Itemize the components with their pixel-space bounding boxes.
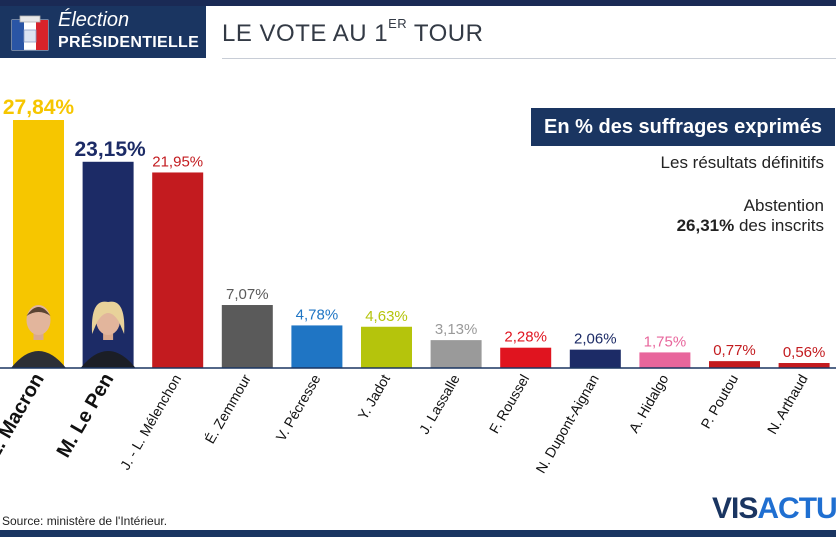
abstention-suffix: des inscrits	[734, 216, 824, 235]
value-label-4: 4,78%	[296, 306, 339, 323]
category-label-0: E. Macron	[0, 370, 49, 464]
value-label-3: 7,07%	[226, 286, 269, 303]
top-border	[0, 0, 836, 6]
title-sup: ER	[388, 16, 408, 31]
bar-11	[778, 363, 830, 368]
category-label-11: N. Arthaud	[764, 372, 811, 437]
bar-4	[291, 325, 343, 368]
abstention-block: Abstention 26,31% des inscrits	[677, 196, 824, 236]
category-label-1: M. Le Pen	[53, 370, 119, 462]
value-label-0: 27,84%	[3, 96, 75, 119]
bar-10	[709, 361, 760, 368]
subtitle: Les résultats définitifs	[660, 153, 824, 172]
bar-7	[500, 347, 552, 368]
badge-line1: Élection	[58, 9, 130, 31]
category-label-5: Y. Jadot	[354, 371, 393, 422]
visactu-logo: VISACTU	[712, 490, 836, 526]
election-badge: Élection PRÉSIDENTIELLE	[0, 6, 206, 58]
category-label-4: V. Pécresse	[273, 371, 324, 443]
category-label-3: É. Zemmour	[202, 371, 255, 446]
candidate-portrait-1	[80, 301, 136, 368]
logo-part-b: ACTU	[757, 492, 836, 525]
category-label-9: A. Hidalgo	[625, 371, 671, 435]
category-label-7: F. Roussel	[486, 372, 533, 437]
abstention-line: 26,31% des inscrits	[677, 216, 824, 236]
value-label-10: 0,77%	[713, 342, 756, 359]
category-label-6: J. Lassalle	[416, 371, 463, 436]
value-label-8: 2,06%	[574, 331, 617, 348]
badge-line2: PRÉSIDENTIELLE	[58, 34, 200, 51]
value-label-11: 0,56%	[783, 344, 826, 361]
title-main: LE VOTE AU 1	[222, 20, 389, 47]
bar-5	[361, 326, 412, 368]
abstention-label: Abstention	[743, 196, 824, 215]
bottom-border	[0, 530, 836, 537]
bar-9	[639, 352, 691, 368]
category-label-2: J. - L. Mélenchon	[117, 372, 185, 473]
value-label-1: 23,15%	[74, 138, 146, 161]
category-label-10: P. Poutou	[697, 372, 741, 432]
bar-6	[430, 340, 482, 368]
bar-8	[569, 349, 621, 368]
category-label-8: N. Dupont-Aignan	[532, 372, 602, 476]
abstention-value: 26,31%	[676, 216, 735, 235]
logo-part-a: VIS	[712, 492, 758, 525]
ballot-box-icon	[11, 15, 49, 51]
value-label-6: 3,13%	[435, 321, 478, 338]
page-title: LE VOTE AU 1ER TOUR	[222, 16, 484, 48]
header: Élection PRÉSIDENTIELLE LE VOTE AU 1ER T…	[0, 6, 836, 59]
value-label-7: 2,28%	[504, 329, 547, 346]
unit-box: En % des suffrages exprimés	[531, 108, 835, 146]
logo-text: VISACTU	[712, 492, 836, 526]
candidate-portrait-0	[11, 305, 66, 368]
value-label-5: 4,63%	[365, 308, 408, 325]
bar-3	[221, 305, 273, 368]
value-label-9: 1,75%	[644, 333, 687, 350]
title-rule	[222, 58, 836, 59]
value-label-2: 21,95%	[152, 153, 203, 170]
title-end: TOUR	[407, 20, 484, 47]
source-note: Source: ministère de l'Intérieur.	[2, 514, 168, 528]
bar-2	[152, 172, 204, 368]
